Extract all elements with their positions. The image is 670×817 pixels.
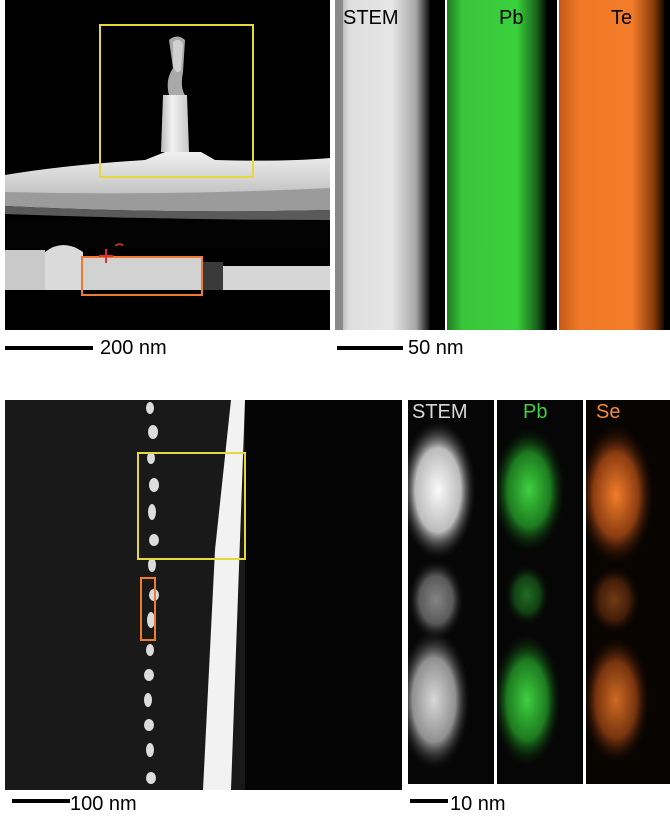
top-map-pb: Pb: [447, 0, 557, 330]
bottom-map-scale-bar: [410, 799, 448, 803]
bottom-map-pb: Pb: [497, 400, 583, 784]
bottom-map-se-label: Se: [596, 401, 621, 423]
top-map-scale-label: 50 nm: [408, 337, 464, 359]
top-overview-scale-label: 200 nm: [100, 337, 167, 359]
bottom-map-scale-label: 10 nm: [450, 793, 506, 815]
bottom-map-stem-label: STEM: [412, 401, 468, 423]
top-map-scale-bar: [337, 346, 403, 350]
top-map-stem: STEM: [335, 0, 445, 330]
bottom-overview-scale-bar: [12, 799, 70, 803]
bottom-map-se: Se: [586, 400, 670, 784]
bottom-overview-image: [5, 400, 402, 790]
top-map-te-label: Te: [611, 7, 633, 29]
bottom-overview-scale-label: 100 nm: [70, 793, 137, 815]
bottom-map-pb-label: Pb: [523, 401, 548, 423]
top-overview-scale-bar: [5, 346, 93, 350]
bottom-map-stem: STEM: [408, 400, 494, 784]
top-map-te: Te: [559, 0, 670, 330]
top-overview-image: [5, 0, 330, 330]
top-map-pb-label: Pb: [499, 7, 524, 29]
top-map-stem-label: STEM: [343, 7, 399, 29]
